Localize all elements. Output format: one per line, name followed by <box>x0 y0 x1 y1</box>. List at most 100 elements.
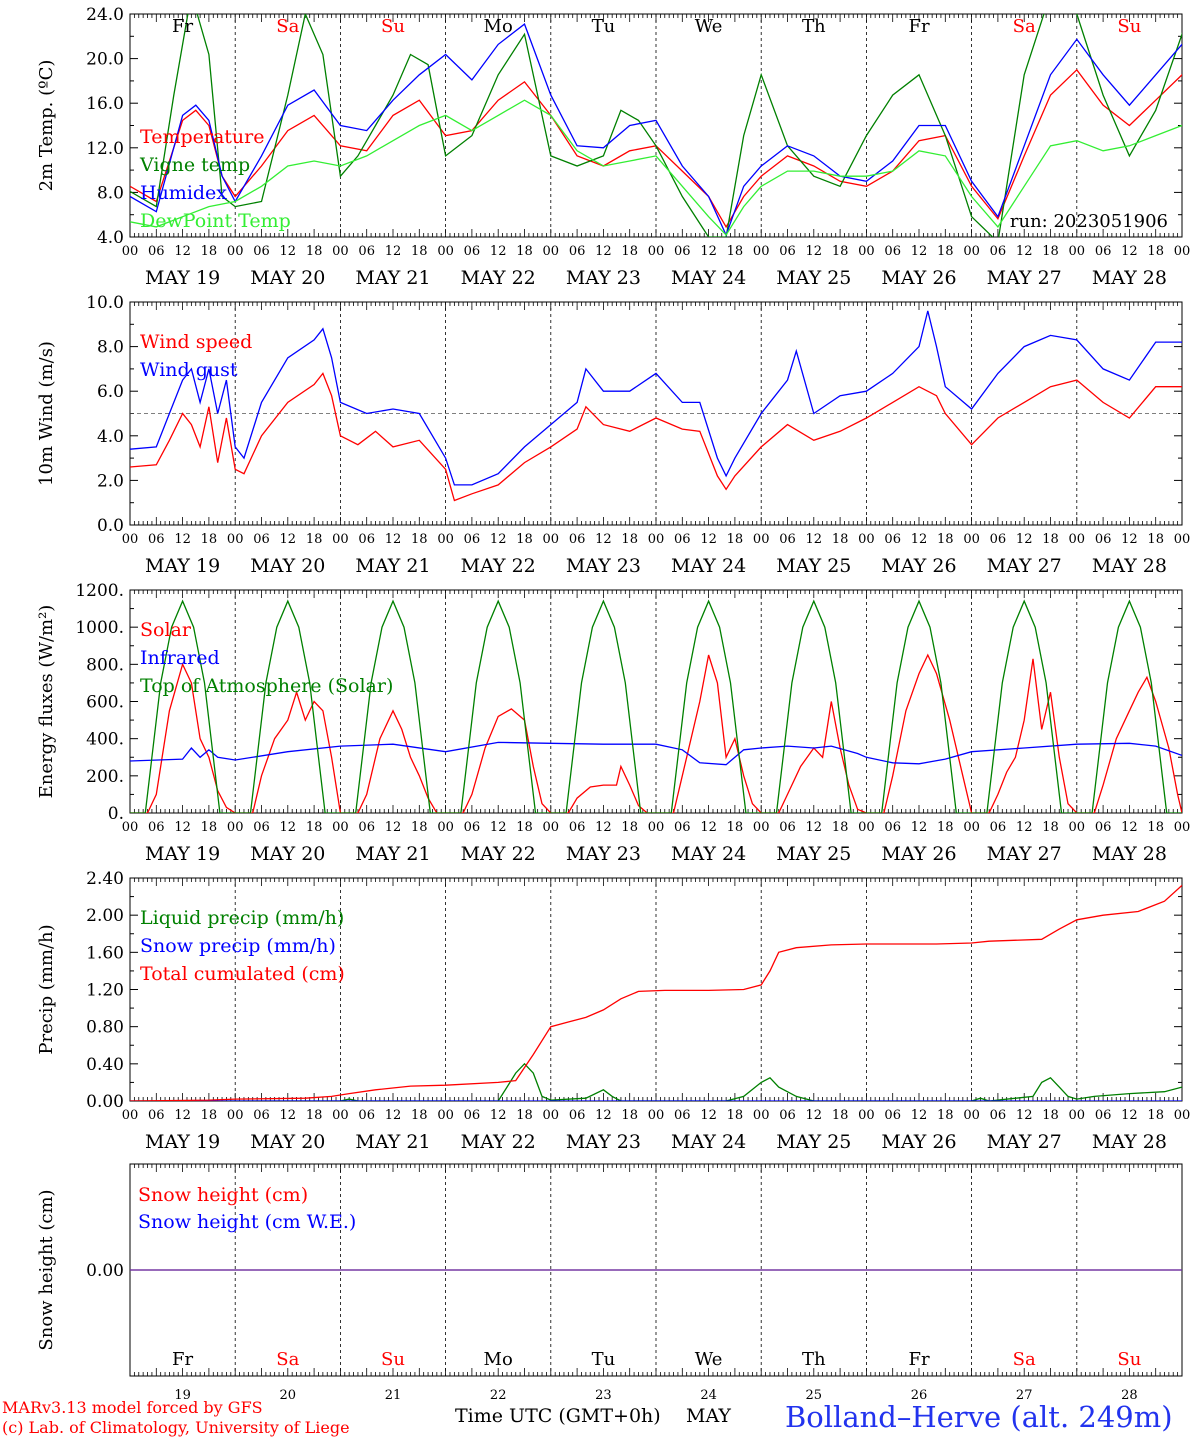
day-abbr: Su <box>381 16 405 37</box>
day-number: 28 <box>1121 1388 1138 1403</box>
date-label: MAY 20 <box>250 843 325 865</box>
day-abbr: Sa <box>276 16 299 37</box>
hour-tick-label: 00 <box>753 244 770 259</box>
hour-tick-label: 06 <box>358 1108 375 1123</box>
date-label: MAY 24 <box>671 267 746 289</box>
hour-tick-label: 06 <box>358 244 375 259</box>
hour-tick-label: 00 <box>963 244 980 259</box>
x-axis-label: Time UTC (GMT+0h) <box>455 1405 661 1427</box>
hour-tick-label: 12 <box>280 244 297 259</box>
hour-tick-label: 00 <box>753 820 770 835</box>
hour-tick-label: 00 <box>1069 1108 1086 1123</box>
date-label: MAY 20 <box>250 1131 325 1153</box>
date-label: MAY 22 <box>461 555 536 577</box>
panel-2 <box>129 301 1183 526</box>
day-number: 24 <box>700 1388 717 1403</box>
hour-tick-label: 00 <box>543 532 560 547</box>
day-number: 26 <box>911 1388 928 1403</box>
hour-tick-label: 06 <box>569 1108 586 1123</box>
hour-tick-label: 00 <box>963 532 980 547</box>
date-label: MAY 27 <box>987 843 1062 865</box>
hour-tick-label: 18 <box>621 820 638 835</box>
hour-tick-label: 06 <box>253 820 270 835</box>
y-axis-label: 10m Wind (m/s) <box>36 341 57 486</box>
date-label: MAY 25 <box>776 843 851 865</box>
hour-tick-label: 00 <box>858 1108 875 1123</box>
hour-tick-label: 12 <box>1016 532 1033 547</box>
hour-tick-label: 18 <box>516 532 533 547</box>
hour-tick-label: 18 <box>201 820 218 835</box>
hour-tick-label: 06 <box>674 820 691 835</box>
hour-tick-label: 12 <box>911 1108 928 1123</box>
day-number: 25 <box>806 1388 823 1403</box>
hour-tick-label: 18 <box>201 1108 218 1123</box>
hour-tick-label: 06 <box>569 532 586 547</box>
hour-tick-label: 18 <box>201 244 218 259</box>
y-axis-label: Snow height (cm) <box>36 1189 57 1350</box>
hour-tick-label: 12 <box>490 532 507 547</box>
hour-tick-label: 00 <box>122 244 139 259</box>
hour-tick-label: 00 <box>858 244 875 259</box>
hour-tick-label: 06 <box>464 244 481 259</box>
series-line <box>130 14 1182 237</box>
date-label: MAY 19 <box>145 555 220 577</box>
hour-tick-label: 00 <box>648 820 665 835</box>
date-label: MAY 23 <box>566 843 641 865</box>
hour-tick-label: 06 <box>779 532 796 547</box>
hour-tick-label: 00 <box>332 532 349 547</box>
hour-tick-label: 06 <box>674 532 691 547</box>
date-label: MAY 19 <box>145 843 220 865</box>
hour-tick-label: 12 <box>385 1108 402 1123</box>
date-label: MAY 26 <box>881 267 956 289</box>
legend-entry: Snow height (cm W.E.) <box>138 1211 356 1233</box>
y-tick-label: 0.80 <box>86 1018 124 1038</box>
hour-tick-label: 00 <box>1069 820 1086 835</box>
panel-3 <box>129 589 1183 814</box>
hour-tick-label: 06 <box>990 244 1007 259</box>
hour-tick-label: 12 <box>174 1108 191 1123</box>
date-label: MAY 20 <box>250 555 325 577</box>
day-abbr: Fr <box>172 16 193 37</box>
hour-tick-label: 12 <box>1016 244 1033 259</box>
hour-tick-label: 12 <box>911 244 928 259</box>
hour-tick-label: 18 <box>306 244 323 259</box>
hour-tick-label: 18 <box>201 532 218 547</box>
hour-tick-label: 18 <box>1042 1108 1059 1123</box>
hour-tick-label: 06 <box>1095 1108 1112 1123</box>
day-abbr: Tu <box>592 16 616 37</box>
hour-tick-label: 00 <box>543 820 560 835</box>
hour-tick-label: 18 <box>411 820 428 835</box>
y-tick-label: 4.0 <box>97 427 124 447</box>
hour-tick-label: 00 <box>227 532 244 547</box>
day-abbr: Th <box>802 16 826 37</box>
hour-tick-label: 06 <box>148 244 165 259</box>
date-label: MAY 19 <box>145 1131 220 1153</box>
hour-tick-label: 00 <box>227 1108 244 1123</box>
hour-tick-label: 12 <box>806 820 823 835</box>
hour-tick-label: 00 <box>227 244 244 259</box>
hour-tick-label: 12 <box>490 1108 507 1123</box>
date-label: MAY 21 <box>355 1131 430 1153</box>
y-tick-label: 24.0 <box>86 5 124 25</box>
hour-tick-label: 06 <box>464 532 481 547</box>
hour-tick-label: 18 <box>516 244 533 259</box>
y-tick-label: 8.0 <box>97 183 124 203</box>
hour-tick-label: 18 <box>1042 820 1059 835</box>
series-line <box>130 653 1182 813</box>
hour-tick-label: 00 <box>437 532 454 547</box>
hour-tick-label: 12 <box>700 1108 717 1123</box>
y-tick-label: 16.0 <box>86 94 124 114</box>
y-tick-label: 2.0 <box>97 471 124 491</box>
day-abbr: Su <box>1117 1349 1141 1370</box>
y-tick-label: 2.00 <box>86 906 124 926</box>
legend-entry: Wind gust <box>140 359 238 381</box>
hour-tick-label: 06 <box>358 532 375 547</box>
hour-tick-label: 06 <box>569 820 586 835</box>
y-tick-label: 800. <box>86 655 124 675</box>
hour-tick-label: 12 <box>700 820 717 835</box>
hour-tick-label: 06 <box>569 244 586 259</box>
station-name: Bolland–Herve (alt. 249m) <box>785 1400 1173 1434</box>
hour-tick-label: 12 <box>1121 820 1138 835</box>
hour-tick-label: 18 <box>1147 244 1164 259</box>
hour-tick-label: 00 <box>1174 1108 1191 1123</box>
